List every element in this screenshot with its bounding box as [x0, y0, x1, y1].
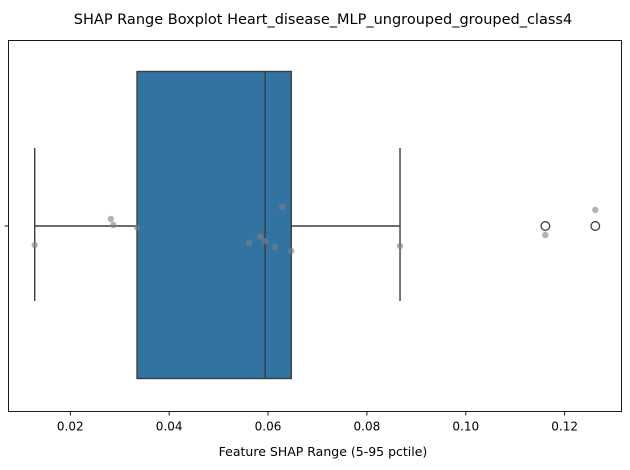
outliers-group: [540, 221, 601, 231]
strip-points-group: [31, 203, 599, 255]
box-group: [136, 70, 292, 380]
outlier-marker: [540, 221, 551, 231]
x-tick-label: 0.04: [156, 420, 183, 434]
strip-point: [256, 233, 264, 240]
strip-point: [542, 231, 549, 239]
iqr-box: [136, 70, 292, 380]
x-tick-label: 0.10: [452, 420, 479, 434]
strip-point: [246, 239, 253, 247]
chart-title: SHAP Range Boxplot Heart_disease_MLP_ung…: [74, 12, 572, 28]
whiskers-group: [34, 148, 401, 301]
x-tick-label: 0.02: [57, 420, 84, 434]
outlier-marker: [590, 221, 601, 231]
strip-point: [592, 206, 599, 214]
x-tick-label: 0.08: [354, 420, 381, 434]
strip-point: [271, 243, 279, 251]
x-tick-label: 0.12: [551, 420, 578, 434]
strip-point: [396, 242, 404, 250]
strip-point: [261, 237, 269, 245]
x-axis-label: Feature SHAP Range (5-95 pctile): [219, 444, 428, 459]
strip-point: [107, 215, 115, 223]
strip-point: [288, 247, 295, 255]
strip-point: [31, 241, 38, 249]
x-axis-ticks: 0.02 0.04 0.06 0.08 0.10 0.12: [57, 411, 578, 434]
strip-point: [133, 224, 141, 231]
x-tick-label: 0.06: [255, 420, 282, 434]
strip-point: [110, 221, 117, 229]
strip-point: [279, 203, 286, 211]
